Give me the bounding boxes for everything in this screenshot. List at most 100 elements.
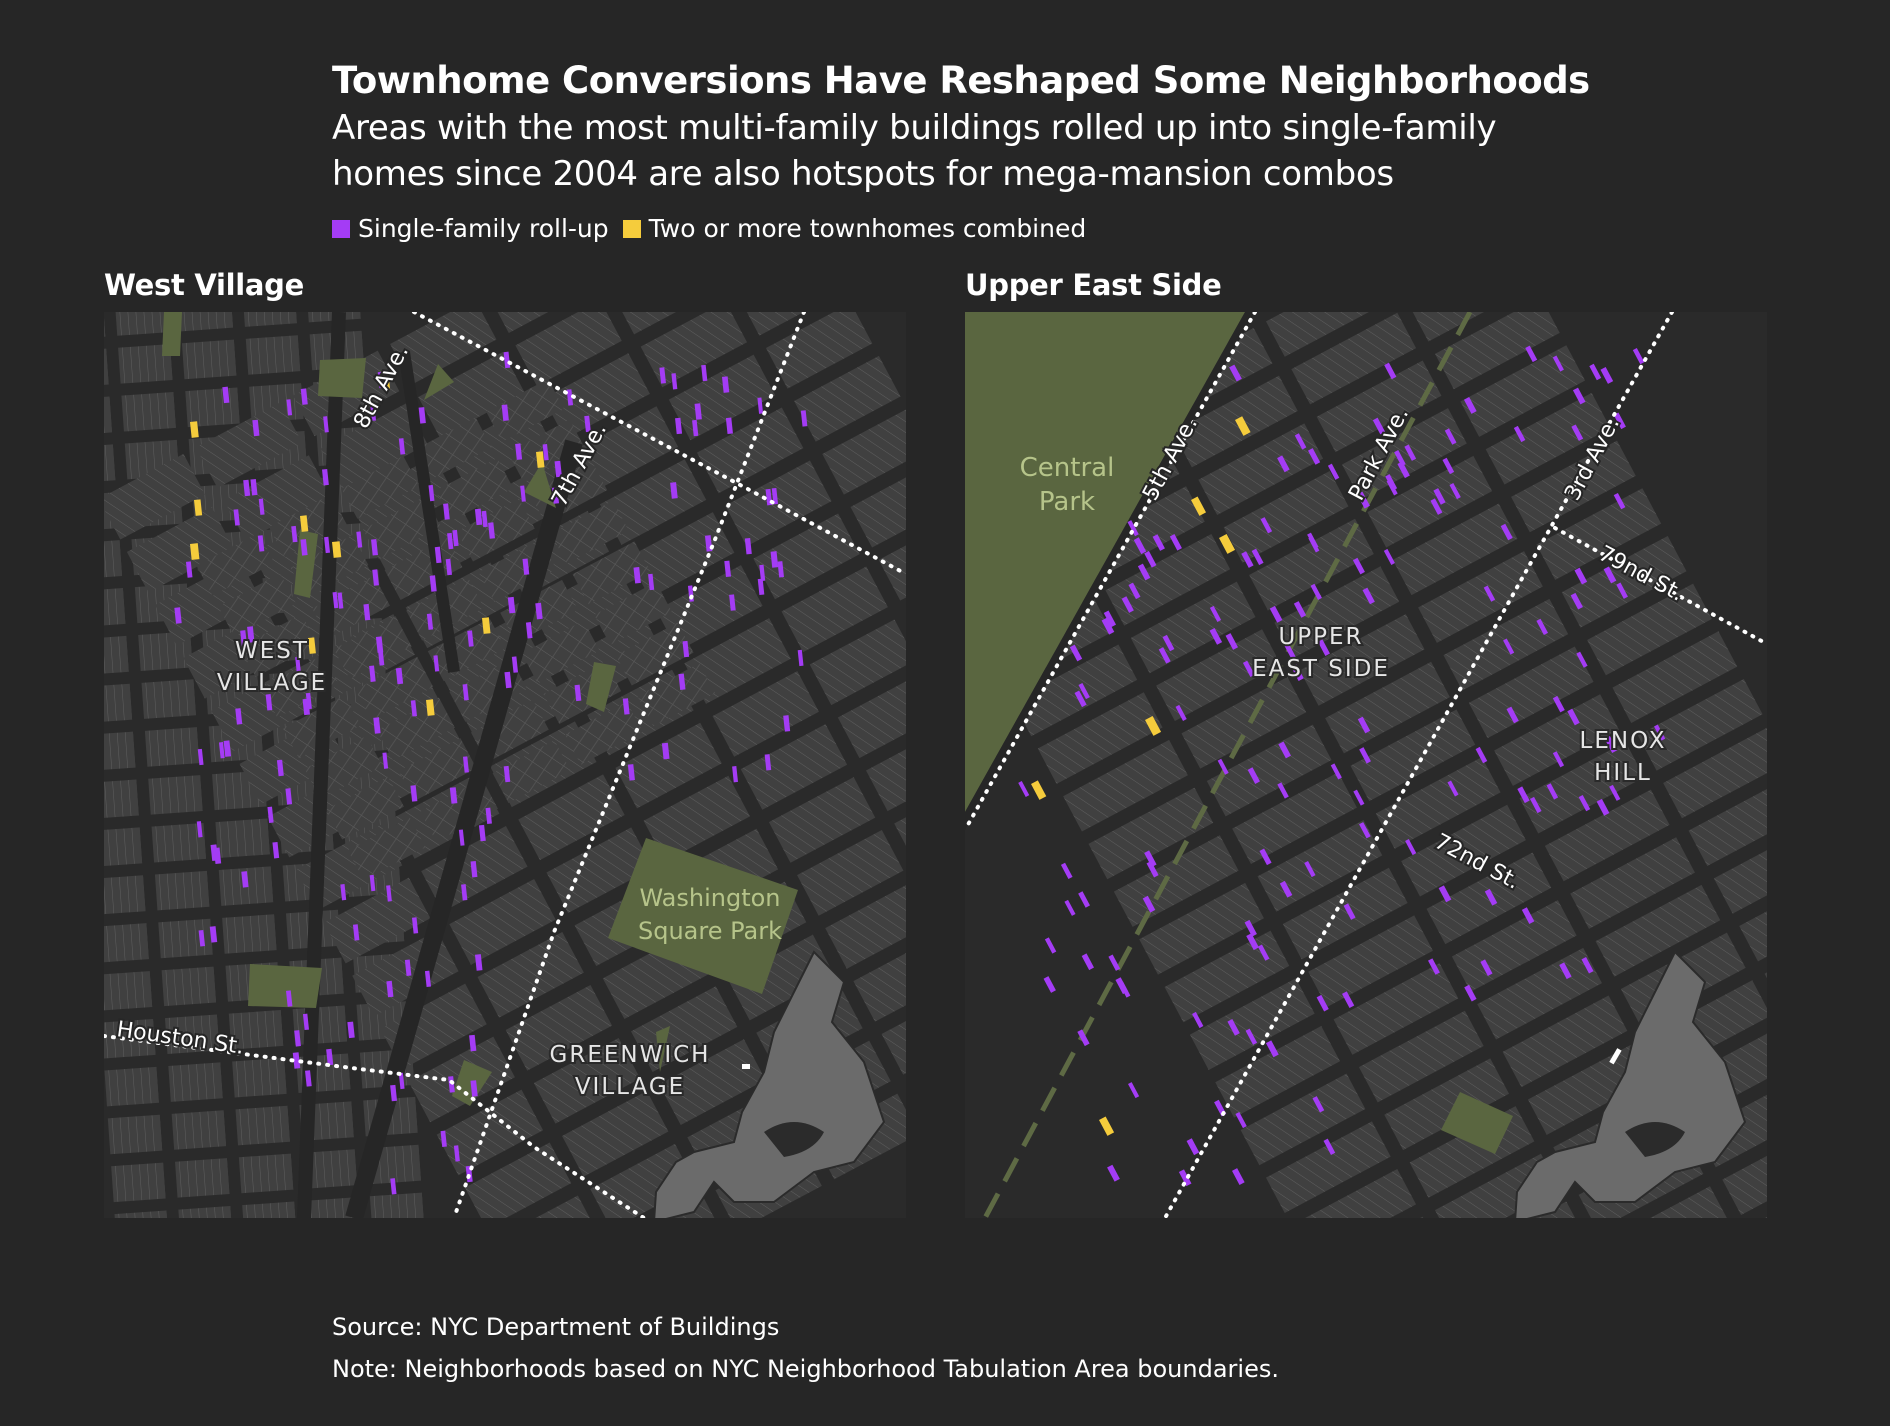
- single-family-rollup-mark: [395, 667, 404, 685]
- city-block: [1663, 726, 1767, 819]
- west-village-title: West Village: [104, 268, 304, 302]
- 8th-ave-street: [297, 312, 346, 1218]
- city-block: [1063, 739, 1188, 832]
- city-block: [656, 565, 763, 651]
- city-block: [1451, 900, 1577, 992]
- 14th-st-boundary: [412, 312, 906, 576]
- single-family-rollup-mark: [1483, 585, 1496, 602]
- single-family-rollup-mark: [507, 596, 516, 614]
- city-block: [161, 966, 217, 1007]
- single-family-rollup-mark: [1571, 424, 1584, 441]
- single-family-rollup-mark: [678, 673, 686, 690]
- city-block: [1113, 835, 1239, 927]
- city-block: [292, 1005, 348, 1046]
- single-family-rollup-mark: [1464, 984, 1477, 1002]
- single-family-rollup-mark: [300, 539, 308, 556]
- single-family-rollup-mark: [322, 468, 329, 486]
- single-family-rollup-mark: [1552, 695, 1565, 713]
- city-block: [1375, 757, 1501, 849]
- single-family-rollup-mark: [1178, 1169, 1192, 1187]
- city-block: [825, 883, 906, 969]
- single-family-rollup-mark: [1241, 551, 1254, 568]
- single-family-rollup-mark: [332, 591, 339, 609]
- single-family-rollup-mark: [485, 807, 492, 825]
- city-block: [728, 934, 835, 1021]
- city-block: [1494, 694, 1619, 786]
- single-family-rollup-mark: [474, 508, 483, 526]
- city-block: [822, 408, 906, 495]
- townhome-combo-mark: [1191, 496, 1207, 516]
- city-block: [104, 453, 206, 540]
- single-family-rollup-mark: [1175, 704, 1187, 721]
- single-family-rollup-mark: [1500, 523, 1513, 541]
- single-family-rollup-mark: [382, 752, 389, 769]
- single-family-rollup-mark: [525, 622, 533, 639]
- legend-item-combined: Two or more townhomes combined: [622, 214, 1086, 243]
- city-block: [333, 616, 412, 680]
- single-family-rollup-mark: [1596, 798, 1610, 816]
- single-family-rollup-mark: [1463, 397, 1477, 414]
- single-family-rollup-mark: [1552, 355, 1564, 372]
- city-block: [562, 1090, 669, 1177]
- single-family-rollup-mark: [300, 388, 308, 405]
- single-family-rollup-mark: [369, 665, 376, 682]
- city-block: [1223, 471, 1349, 563]
- city-block: [866, 725, 906, 812]
- city-block: [104, 827, 143, 867]
- city-block: [1435, 312, 1560, 390]
- single-family-rollup-mark: [542, 444, 549, 461]
- city-block: [853, 935, 906, 1022]
- city-block: [1350, 709, 1476, 802]
- single-family-rollup-mark: [285, 990, 293, 1007]
- single-family-rollup-mark: [235, 708, 243, 725]
- city-block: [235, 1105, 290, 1146]
- single-family-rollup-mark: [209, 926, 218, 943]
- city-block: [228, 1010, 284, 1050]
- single-family-rollup-mark: [648, 573, 655, 591]
- single-family-rollup-mark: [467, 630, 474, 647]
- single-family-rollup-mark: [1064, 899, 1076, 916]
- city-block: [449, 879, 556, 965]
- chart-header: Townhome Conversions Have Reshaped Some …: [332, 58, 1632, 196]
- city-block: [697, 407, 804, 494]
- single-family-rollup-mark: [222, 386, 230, 404]
- single-family-rollup-mark: [426, 613, 434, 630]
- city-block: [111, 1162, 166, 1203]
- single-family-rollup-mark: [285, 788, 293, 805]
- city-block: [1358, 1010, 1484, 1103]
- single-family-rollup-mark: [1438, 885, 1452, 903]
- city-block: [1570, 837, 1695, 929]
- single-family-rollup-mark: [1600, 366, 1614, 384]
- city-block: [104, 540, 123, 580]
- city-block: [571, 406, 679, 492]
- city-block: [178, 1206, 233, 1218]
- single-family-rollup-mark: [1310, 583, 1322, 600]
- single-family-rollup-mark: [1069, 644, 1083, 662]
- city-block: [753, 513, 860, 600]
- single-family-rollup-mark: [1372, 417, 1386, 435]
- single-family-rollup-mark: [294, 1030, 301, 1047]
- single-family-rollup-mark: [1327, 463, 1340, 480]
- city-block: [141, 679, 196, 719]
- single-family-rollup-mark: [757, 397, 764, 414]
- single-family-rollup-mark: [340, 884, 347, 901]
- single-family-rollup-mark: [1352, 557, 1365, 575]
- single-family-rollup-mark: [1283, 642, 1296, 659]
- bleecker-street: [398, 351, 460, 673]
- single-family-rollup-mark: [434, 546, 442, 564]
- park-triangle-2: [424, 364, 454, 400]
- city-block: [1189, 978, 1315, 1070]
- single-family-rollup-mark: [797, 649, 804, 667]
- city-block: [104, 588, 126, 628]
- city-block: [151, 822, 206, 863]
- city-block: [242, 1201, 297, 1218]
- single-family-rollup-mark: [1632, 347, 1645, 365]
- single-family-rollup-mark: [462, 684, 469, 701]
- city-block: [643, 775, 750, 862]
- city-block: [1265, 312, 1391, 357]
- city-block: [572, 541, 651, 605]
- city-block: [363, 496, 441, 560]
- single-family-rollup-mark: [1559, 962, 1572, 980]
- single-family-rollup-mark: [488, 522, 495, 539]
- single-family-rollup-mark: [1232, 1168, 1245, 1185]
